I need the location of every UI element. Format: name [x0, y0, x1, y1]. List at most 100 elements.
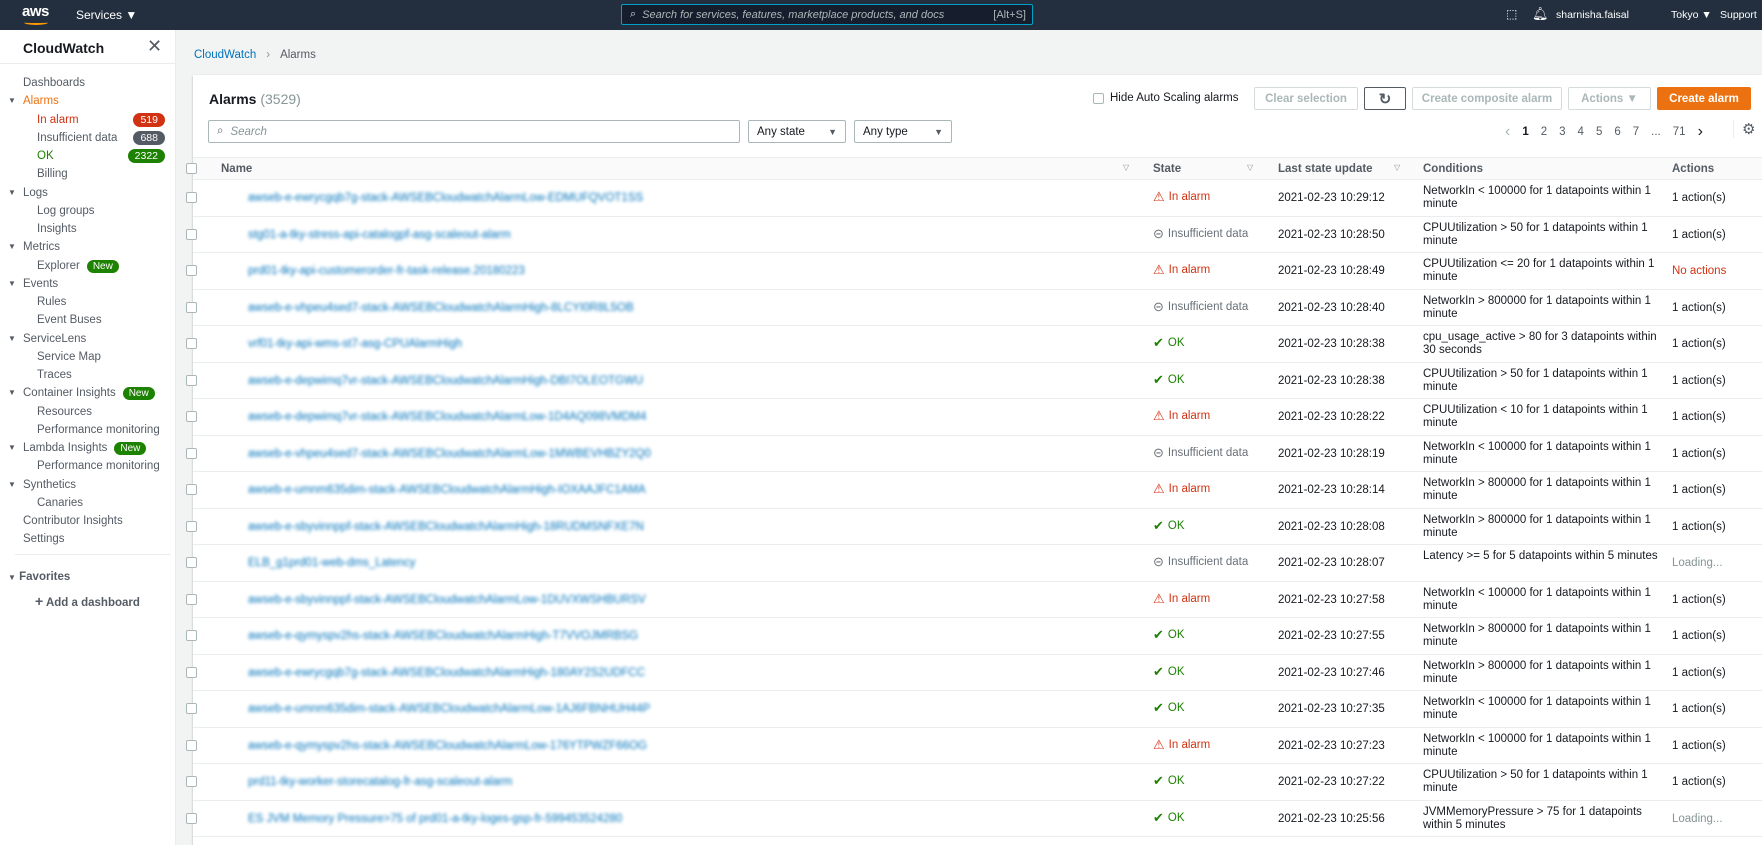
- alarm-name-link[interactable]: prd11-tky-worker-storecatalog-fr-asg-sca…: [248, 776, 513, 788]
- sort-icon[interactable]: ▽: [1394, 163, 1401, 172]
- sidebar-item-lambda-insights[interactable]: ▼ Lambda Insights New: [0, 439, 176, 457]
- row-checkbox[interactable]: [186, 265, 197, 276]
- gear-icon[interactable]: ⚙: [1733, 120, 1755, 138]
- page-4[interactable]: 4: [1577, 126, 1584, 138]
- row-checkbox[interactable]: [186, 301, 197, 313]
- sidebar-item-resources[interactable]: Resources: [0, 403, 176, 421]
- alarm-name-link[interactable]: awseb-e-vhpeu4sed7-stack-AWSEBCloudwatch…: [248, 447, 651, 460]
- alarm-name-link[interactable]: awseb-e-qymyspv2hs-stack-AWSEBCloudwatch…: [248, 739, 648, 752]
- create-alarm-button[interactable]: Create alarm: [1657, 87, 1751, 110]
- row-checkbox[interactable]: [186, 593, 197, 605]
- sidebar-item-explorer[interactable]: Explorer New: [0, 257, 176, 275]
- sidebar-item-service-map[interactable]: Service Map: [0, 348, 176, 366]
- page-3[interactable]: 3: [1559, 126, 1566, 138]
- sidebar-item-billing[interactable]: Billing: [0, 165, 176, 183]
- sidebar-item-performance-monitoring[interactable]: Performance monitoring: [0, 457, 176, 475]
- row-checkbox[interactable]: [186, 520, 197, 532]
- sort-icon[interactable]: ▽: [1247, 163, 1254, 172]
- sidebar-item-settings[interactable]: Settings: [0, 530, 176, 548]
- sidebar-item-servicelens[interactable]: ▼ ServiceLens: [0, 330, 176, 348]
- region-menu[interactable]: Tokyo ▼: [1671, 9, 1712, 21]
- sidebar-item-insufficient-data[interactable]: Insufficient data 688: [0, 129, 176, 147]
- row-checkbox[interactable]: [186, 374, 197, 386]
- alarm-name-link[interactable]: stg01-a-tky-stress-api-catalogpf-asg-sca…: [248, 228, 511, 241]
- row-checkbox[interactable]: [186, 630, 197, 641]
- actions-dropdown[interactable]: Actions ▼: [1568, 87, 1651, 110]
- sidebar-item-insights[interactable]: Insights: [0, 220, 176, 238]
- sidebar-item-log-groups[interactable]: Log groups: [0, 202, 176, 220]
- sidebar-item-traces[interactable]: Traces: [0, 366, 176, 384]
- row-checkbox[interactable]: [186, 484, 197, 495]
- alarm-name-link[interactable]: awseb-e-qymyspv2hs-stack-AWSEBCloudwatch…: [248, 630, 639, 642]
- type-filter-select[interactable]: Any type ▼: [854, 120, 952, 143]
- sidebar-item-canaries[interactable]: Canaries: [0, 494, 176, 512]
- row-checkbox[interactable]: [186, 228, 197, 240]
- sidebar-item-alarms[interactable]: ▼ Alarms: [0, 92, 176, 110]
- column-name[interactable]: Name: [221, 163, 253, 175]
- row-checkbox[interactable]: [186, 812, 197, 824]
- cloudshell-icon[interactable]: ⬚: [1506, 7, 1518, 21]
- sidebar-item-logs[interactable]: ▼ Logs: [0, 184, 176, 202]
- sort-icon[interactable]: ▽: [1123, 163, 1130, 172]
- global-search-input[interactable]: ⌕ Search for services, features, marketp…: [621, 4, 1033, 25]
- select-all-checkbox[interactable]: [186, 163, 197, 174]
- alarm-name-link[interactable]: awseb-e-vhpeu4sed7-stack-AWSEBCloudwatch…: [248, 301, 634, 314]
- row-checkbox[interactable]: [186, 703, 197, 714]
- alarm-name-link[interactable]: ES JVM Memory Pressure>75 of prd01-a-tky…: [248, 812, 623, 825]
- sidebar-item-events[interactable]: ▼ Events: [0, 275, 176, 293]
- sidebar-item-in-alarm[interactable]: In alarm 519: [0, 111, 176, 129]
- close-icon[interactable]: ✕: [147, 36, 163, 56]
- row-checkbox[interactable]: [186, 557, 197, 568]
- chevron-left-icon[interactable]: ‹: [1505, 123, 1511, 140]
- row-checkbox[interactable]: [186, 447, 197, 459]
- page-71[interactable]: 71: [1672, 126, 1686, 138]
- alarm-search-input[interactable]: ⌕ Search: [208, 120, 740, 143]
- row-checkbox[interactable]: [186, 338, 197, 349]
- row-checkbox[interactable]: [186, 776, 197, 787]
- alarm-name-link[interactable]: awseb-e-ewrycgqb7g-stack-AWSEBCloudwatch…: [248, 666, 645, 679]
- sidebar-item-rules[interactable]: Rules: [0, 293, 176, 311]
- page-5[interactable]: 5: [1595, 126, 1603, 138]
- hide-autoscaling-checkbox[interactable]: Hide Auto Scaling alarms: [1093, 92, 1238, 104]
- checkbox[interactable]: [1093, 92, 1104, 104]
- services-menu[interactable]: Services ▼: [76, 8, 138, 22]
- create-composite-alarm-button[interactable]: Create composite alarm: [1412, 87, 1562, 110]
- page-2[interactable]: 2: [1540, 126, 1548, 138]
- refresh-button[interactable]: ↻: [1364, 87, 1406, 110]
- aws-logo[interactable]: aws: [22, 3, 49, 25]
- user-menu[interactable]: sharnisha.faisal: [1556, 9, 1629, 21]
- alarm-name-link[interactable]: awseb-e-sbyvinnppf-stack-AWSEBCloudwatch…: [248, 593, 646, 606]
- alarm-name-link[interactable]: vrf01-tky-api-wms-st7-asg-CPUAlarmHigh: [248, 338, 463, 350]
- alarm-name-link[interactable]: awseb-e-umnm635dim-stack-AWSEBCloudwatch…: [248, 703, 651, 715]
- sidebar-item-metrics[interactable]: ▼ Metrics: [0, 238, 176, 256]
- alarm-name-link[interactable]: awseb-e-depwimq7vr-stack-AWSEBCloudwatch…: [248, 374, 644, 387]
- chevron-right-icon[interactable]: ›: [1697, 123, 1703, 140]
- alarm-name-link[interactable]: awseb-e-depwimq7vr-stack-AWSEBCloudwatch…: [248, 411, 647, 423]
- column-state[interactable]: State: [1153, 163, 1182, 175]
- bell-icon[interactable]: 🔔︎: [1532, 6, 1549, 21]
- sidebar-item-event-buses[interactable]: Event Buses: [0, 311, 176, 329]
- page-6[interactable]: 6: [1614, 126, 1621, 138]
- sidebar-item-synthetics[interactable]: ▼ Synthetics: [0, 476, 176, 494]
- alarm-name-link[interactable]: awseb-e-sbyvinnppf-stack-AWSEBCloudwatch…: [248, 520, 644, 533]
- alarm-name-link[interactable]: prd01-tky-api-customerorder-fr-task-rele…: [248, 265, 525, 277]
- row-checkbox[interactable]: [186, 192, 197, 203]
- favorites-section[interactable]: ▼ Favorites: [8, 571, 71, 583]
- alarm-name-link[interactable]: ELB_g1prd01-web-dms_Latency: [248, 557, 416, 569]
- row-checkbox[interactable]: [186, 666, 197, 678]
- alarm-name-link[interactable]: awseb-e-ewrycgqb7g-stack-AWSEBCloudwatch…: [248, 192, 644, 204]
- sidebar-item-dashboards[interactable]: Dashboards: [0, 74, 176, 92]
- column-last-update[interactable]: Last state update: [1278, 163, 1373, 175]
- breadcrumb-cloudwatch[interactable]: CloudWatch: [194, 49, 257, 61]
- support-menu[interactable]: Support: [1720, 9, 1757, 21]
- sidebar-item-ok[interactable]: OK 2322: [0, 147, 176, 165]
- state-filter-select[interactable]: Any state ▼: [748, 120, 846, 143]
- clear-selection-button[interactable]: Clear selection: [1254, 87, 1358, 110]
- row-checkbox[interactable]: [186, 411, 197, 422]
- alarm-name-link[interactable]: awseb-e-umnm635dim-stack-AWSEBCloudwatch…: [248, 484, 646, 496]
- sidebar-item-container-insights[interactable]: ▼ Container Insights New: [0, 384, 176, 402]
- sidebar-item-performance-monitoring[interactable]: Performance monitoring: [0, 421, 176, 439]
- page-7[interactable]: 7: [1632, 126, 1640, 138]
- row-checkbox[interactable]: [186, 739, 197, 751]
- sidebar-item-contributor-insights[interactable]: Contributor Insights: [0, 512, 176, 530]
